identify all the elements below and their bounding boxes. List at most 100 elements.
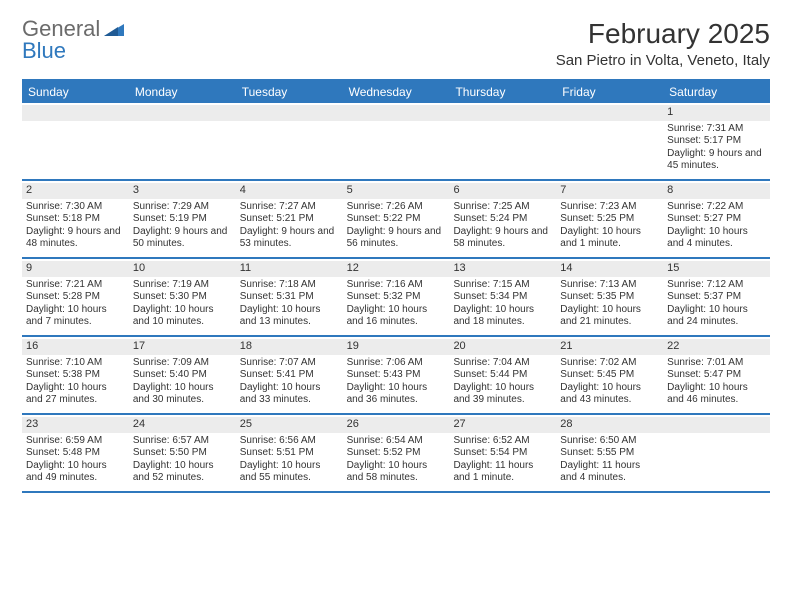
sunset-text: Sunset: 5:27 PM <box>667 213 766 226</box>
sunrise-text: Sunrise: 6:54 AM <box>347 435 446 448</box>
day-number: 7 <box>556 183 663 199</box>
daylight-text: Daylight: 10 hours and 55 minutes. <box>240 460 339 485</box>
day-number: 23 <box>22 417 129 433</box>
calendar-cell: 10Sunrise: 7:19 AMSunset: 5:30 PMDayligh… <box>129 259 236 335</box>
sunrise-text: Sunrise: 6:56 AM <box>240 435 339 448</box>
day-number: 8 <box>663 183 770 199</box>
sunrise-text: Sunrise: 7:15 AM <box>453 279 552 292</box>
sunset-text: Sunset: 5:30 PM <box>133 291 232 304</box>
sunset-text: Sunset: 5:25 PM <box>560 213 659 226</box>
weeks-container: 1Sunrise: 7:31 AMSunset: 5:17 PMDaylight… <box>22 103 770 493</box>
sunset-text: Sunset: 5:43 PM <box>347 369 446 382</box>
day-header: Monday <box>129 81 236 103</box>
day-number: 18 <box>236 339 343 355</box>
daylight-text: Daylight: 10 hours and 58 minutes. <box>347 460 446 485</box>
daylight-text: Daylight: 10 hours and 4 minutes. <box>667 226 766 251</box>
sunrise-text: Sunrise: 7:02 AM <box>560 357 659 370</box>
sunset-text: Sunset: 5:35 PM <box>560 291 659 304</box>
sunrise-text: Sunrise: 7:09 AM <box>133 357 232 370</box>
sunrise-text: Sunrise: 7:29 AM <box>133 201 232 214</box>
daylight-text: Daylight: 10 hours and 36 minutes. <box>347 382 446 407</box>
daylight-text: Daylight: 9 hours and 48 minutes. <box>26 226 125 251</box>
logo-text: General Blue <box>22 18 124 62</box>
day-number <box>129 105 236 121</box>
sunset-text: Sunset: 5:50 PM <box>133 447 232 460</box>
sunrise-text: Sunrise: 7:22 AM <box>667 201 766 214</box>
sunrise-text: Sunrise: 7:21 AM <box>26 279 125 292</box>
calendar-cell: 15Sunrise: 7:12 AMSunset: 5:37 PMDayligh… <box>663 259 770 335</box>
calendar-cell <box>343 103 450 179</box>
calendar-cell: 25Sunrise: 6:56 AMSunset: 5:51 PMDayligh… <box>236 415 343 491</box>
sunrise-text: Sunrise: 7:31 AM <box>667 123 766 136</box>
calendar-cell: 16 Sunrise: 7:10 AMSunset: 5:38 PMDayligh… <box>22 337 129 413</box>
day-number <box>22 105 129 121</box>
day-number: 27 <box>449 417 556 433</box>
calendar-cell: 14Sunrise: 7:13 AMSunset: 5:35 PMDayligh… <box>556 259 663 335</box>
logo-word2: Blue <box>22 38 66 63</box>
calendar-cell: 7 Sunrise: 7:23 AMSunset: 5:25 PMDaylight… <box>556 181 663 257</box>
sunset-text: Sunset: 5:54 PM <box>453 447 552 460</box>
day-number: 10 <box>129 261 236 277</box>
day-number: 17 <box>129 339 236 355</box>
sunset-text: Sunset: 5:38 PM <box>26 369 125 382</box>
calendar-cell <box>663 415 770 491</box>
sunrise-text: Sunrise: 7:10 AM <box>26 357 125 370</box>
daylight-text: Daylight: 10 hours and 1 minute. <box>560 226 659 251</box>
sunset-text: Sunset: 5:34 PM <box>453 291 552 304</box>
day-number <box>663 417 770 433</box>
page-title: February 2025 <box>556 18 770 50</box>
day-header: Friday <box>556 81 663 103</box>
title-block: February 2025 San Pietro in Volta, Venet… <box>556 18 770 69</box>
daylight-text: Daylight: 10 hours and 39 minutes. <box>453 382 552 407</box>
daylight-text: Daylight: 9 hours and 58 minutes. <box>453 226 552 251</box>
day-number: 9 <box>22 261 129 277</box>
calendar-cell: 19Sunrise: 7:06 AMSunset: 5:43 PMDayligh… <box>343 337 450 413</box>
day-number: 25 <box>236 417 343 433</box>
day-number: 12 <box>343 261 450 277</box>
sunrise-text: Sunrise: 7:13 AM <box>560 279 659 292</box>
calendar-cell: 17Sunrise: 7:09 AMSunset: 5:40 PMDayligh… <box>129 337 236 413</box>
sunrise-text: Sunrise: 7:26 AM <box>347 201 446 214</box>
daylight-text: Daylight: 10 hours and 27 minutes. <box>26 382 125 407</box>
daylight-text: Daylight: 11 hours and 4 minutes. <box>560 460 659 485</box>
sunset-text: Sunset: 5:45 PM <box>560 369 659 382</box>
daylight-text: Daylight: 10 hours and 16 minutes. <box>347 304 446 329</box>
sunrise-text: Sunrise: 7:06 AM <box>347 357 446 370</box>
sunset-text: Sunset: 5:17 PM <box>667 135 766 148</box>
daylight-text: Daylight: 10 hours and 30 minutes. <box>133 382 232 407</box>
sunrise-text: Sunrise: 7:01 AM <box>667 357 766 370</box>
calendar-cell: 21Sunrise: 7:02 AMSunset: 5:45 PMDayligh… <box>556 337 663 413</box>
sunrise-text: Sunrise: 7:19 AM <box>133 279 232 292</box>
calendar-cell: 24Sunrise: 6:57 AMSunset: 5:50 PMDayligh… <box>129 415 236 491</box>
sunrise-text: Sunrise: 7:12 AM <box>667 279 766 292</box>
sunset-text: Sunset: 5:55 PM <box>560 447 659 460</box>
calendar-cell: 13Sunrise: 7:15 AMSunset: 5:34 PMDayligh… <box>449 259 556 335</box>
calendar-cell: 12Sunrise: 7:16 AMSunset: 5:32 PMDayligh… <box>343 259 450 335</box>
sunrise-text: Sunrise: 7:27 AM <box>240 201 339 214</box>
daylight-text: Daylight: 10 hours and 24 minutes. <box>667 304 766 329</box>
calendar-cell <box>129 103 236 179</box>
daylight-text: Daylight: 10 hours and 21 minutes. <box>560 304 659 329</box>
logo: General Blue <box>22 18 124 62</box>
day-number: 16 <box>22 339 129 355</box>
sunrise-text: Sunrise: 7:16 AM <box>347 279 446 292</box>
calendar-cell: 18Sunrise: 7:07 AMSunset: 5:41 PMDayligh… <box>236 337 343 413</box>
day-header: Thursday <box>449 81 556 103</box>
sunset-text: Sunset: 5:44 PM <box>453 369 552 382</box>
sunrise-text: Sunrise: 7:23 AM <box>560 201 659 214</box>
sunset-text: Sunset: 5:31 PM <box>240 291 339 304</box>
daylight-text: Daylight: 9 hours and 56 minutes. <box>347 226 446 251</box>
daylight-text: Daylight: 10 hours and 7 minutes. <box>26 304 125 329</box>
day-number: 21 <box>556 339 663 355</box>
sunrise-text: Sunrise: 7:25 AM <box>453 201 552 214</box>
daylight-text: Daylight: 10 hours and 18 minutes. <box>453 304 552 329</box>
sunset-text: Sunset: 5:47 PM <box>667 369 766 382</box>
calendar-cell: 2Sunrise: 7:30 AMSunset: 5:18 PMDaylight… <box>22 181 129 257</box>
day-header: Sunday <box>22 81 129 103</box>
sunrise-text: Sunrise: 6:57 AM <box>133 435 232 448</box>
sunrise-text: Sunrise: 6:50 AM <box>560 435 659 448</box>
sunrise-text: Sunrise: 6:59 AM <box>26 435 125 448</box>
calendar-cell: 1Sunrise: 7:31 AMSunset: 5:17 PMDaylight… <box>663 103 770 179</box>
calendar-cell: 5Sunrise: 7:26 AMSunset: 5:22 PMDaylight… <box>343 181 450 257</box>
calendar-cell <box>236 103 343 179</box>
